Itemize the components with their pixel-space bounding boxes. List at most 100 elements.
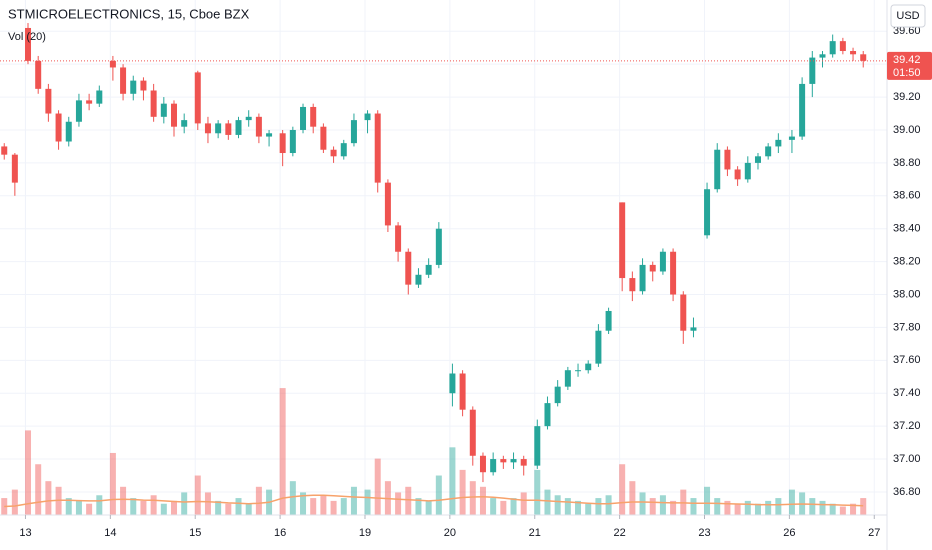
volume-bar: [704, 486, 711, 515]
x-tick-label: 23: [698, 527, 710, 539]
volume-bar: [829, 503, 836, 515]
y-tick-label: 39.20: [893, 91, 921, 103]
volume-bar: [300, 492, 307, 515]
volume-bar: [215, 500, 222, 515]
candle-body: [605, 310, 612, 331]
x-tick-label: 21: [529, 527, 541, 539]
candle-body: [829, 41, 836, 55]
candle-body: [809, 57, 816, 84]
candle-body: [364, 113, 371, 121]
chart-title: STMICROELECTRONICS, 15, Cboe BZX: [8, 6, 250, 21]
volume-bar: [585, 503, 592, 515]
candle-body: [649, 264, 656, 272]
volume-pane: [1, 388, 867, 515]
x-tick-label: 22: [614, 527, 626, 539]
candle-body: [469, 409, 476, 456]
y-tick-label: 37.60: [893, 354, 921, 366]
volume-bar: [564, 498, 571, 515]
volume-bar: [194, 475, 201, 515]
candle-body: [819, 54, 826, 58]
candle-body: [130, 80, 137, 94]
volume-bar: [734, 503, 741, 515]
volume-bar: [754, 503, 761, 515]
volume-bar: [11, 489, 18, 515]
volume-bar: [724, 500, 731, 515]
y-tick-label: 39.60: [893, 25, 921, 37]
volume-bar: [435, 475, 442, 515]
volume-bar: [639, 492, 646, 515]
candle-body: [120, 67, 127, 94]
candle-body: [245, 116, 252, 121]
volume-bar: [130, 498, 137, 515]
volume-bar: [809, 498, 816, 515]
y-tick-label: 36.80: [893, 486, 921, 498]
candle-body: [204, 123, 211, 134]
candle-body: [330, 149, 337, 157]
y-tick-label: 37.40: [893, 387, 921, 399]
candle-body: [850, 51, 857, 55]
candle-body: [320, 126, 327, 150]
candle-body: [279, 133, 286, 154]
volume-bar: [850, 503, 857, 515]
candle-body: [765, 146, 772, 157]
volume-bar: [839, 506, 846, 515]
candle-body: [479, 455, 486, 473]
volume-bar: [255, 486, 262, 515]
volume-bar: [714, 498, 721, 515]
candle-body: [25, 27, 32, 61]
volume-bar: [554, 495, 561, 515]
candle-body: [171, 103, 178, 127]
volume-bar: [690, 498, 697, 515]
currency-label[interactable]: USD: [896, 10, 919, 22]
volume-bar: [469, 481, 476, 515]
x-tick-label: 27: [868, 527, 880, 539]
candle-body: [1, 146, 8, 155]
volume-bar: [629, 481, 636, 515]
candle-body: [690, 327, 697, 331]
volume-bar: [120, 486, 127, 515]
volume-bar: [364, 489, 371, 515]
x-tick-label: 26: [783, 527, 795, 539]
volume-bar: [140, 500, 147, 515]
volume-bar: [310, 498, 317, 515]
candle-body: [490, 459, 497, 473]
candle-body: [554, 386, 561, 404]
volume-bar: [109, 452, 116, 515]
candle-body: [395, 225, 402, 252]
x-tick-label: 15: [189, 527, 201, 539]
candle-body: [289, 129, 296, 154]
volume-bar: [150, 495, 157, 515]
candle-body: [435, 228, 442, 265]
candle-body: [575, 370, 582, 372]
x-tick-label: 19: [359, 527, 371, 539]
candle-body: [75, 100, 82, 122]
candles: [1, 23, 867, 483]
candle-body: [585, 363, 592, 371]
candle-body: [215, 123, 222, 134]
volume-bar: [534, 469, 541, 515]
candle-body: [659, 251, 666, 272]
candle-body: [520, 459, 527, 466]
volume-ma-line: [4, 494, 864, 508]
volume-bar: [670, 500, 677, 515]
volume-bar: [225, 503, 232, 515]
volume-bar: [35, 464, 42, 515]
volume-bar: [605, 495, 612, 515]
candle-body: [754, 156, 761, 163]
volume-bar: [245, 503, 252, 515]
volume-bar: [788, 489, 795, 515]
volume-bar: [775, 498, 782, 515]
candle-body: [449, 373, 456, 394]
volume-bar: [595, 498, 602, 515]
volume-bar: [510, 498, 517, 515]
y-tick-label: 38.80: [893, 157, 921, 169]
volume-bar: [181, 492, 188, 515]
y-tick-label: 37.20: [893, 420, 921, 432]
currency-button[interactable]: [890, 4, 926, 28]
x-tick-label: 16: [274, 527, 286, 539]
candle-body: [266, 133, 273, 137]
candle-body: [55, 113, 62, 142]
candle-body: [510, 459, 517, 463]
candle-body: [775, 139, 782, 147]
